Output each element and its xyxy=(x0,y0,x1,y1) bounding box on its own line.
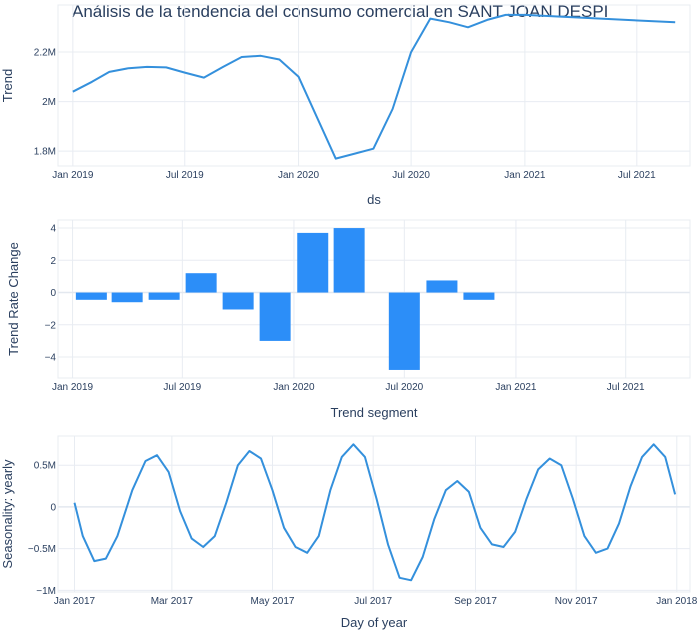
x-tick-label: Jan 2018 xyxy=(656,596,698,607)
x-tick-label: Jan 2021 xyxy=(495,382,537,393)
x-tick-label: Jan 2020 xyxy=(273,382,315,393)
y-axis-title: Seasonality: yearly xyxy=(0,459,15,569)
bar xyxy=(259,292,291,341)
x-tick-label: May 2017 xyxy=(251,596,295,607)
x-tick-label: Jan 2019 xyxy=(52,170,94,181)
bar xyxy=(297,232,329,293)
plot-area xyxy=(57,219,691,379)
x-tick-label: Jul 2019 xyxy=(166,170,204,181)
y-tick-label: 0 xyxy=(50,502,56,513)
y-tick-label: 4 xyxy=(50,224,56,235)
x-tick-label: Jul 2020 xyxy=(385,382,423,393)
x-tick-label: Jul 2019 xyxy=(163,382,201,393)
panel-seasonality_yearly: Jan 2017 Mar 2017 May 2017 Jul 2017 Sep 2017… xyxy=(0,435,698,630)
y-tick-label: 2.2M xyxy=(34,48,56,59)
x-tick-label: Sep 2017 xyxy=(454,596,497,607)
bar xyxy=(75,292,107,300)
plot-area xyxy=(57,4,691,167)
y-tick-label: 0.5M xyxy=(34,461,56,472)
x-axis-title: ds xyxy=(367,192,381,207)
x-tick-label: Jan 2020 xyxy=(278,170,320,181)
y-axis-title: Trend xyxy=(0,69,15,102)
y-tick-label: −1M xyxy=(36,586,56,597)
y-tick-label: 1.8M xyxy=(34,147,56,158)
bar xyxy=(463,292,495,300)
y-tick-label: −4 xyxy=(45,353,57,364)
bar xyxy=(426,280,458,293)
x-tick-label: Jul 2021 xyxy=(607,382,645,393)
bar xyxy=(388,292,420,370)
y-tick-label: 2 xyxy=(50,256,56,267)
bar xyxy=(148,292,180,300)
y-axis-title: Trend Rate Change xyxy=(6,242,21,356)
bar xyxy=(185,273,217,293)
chart-title: Análisis de la tendencia del consumo com… xyxy=(72,2,608,21)
y-tick-label: −0.5M xyxy=(28,544,56,555)
plot-area xyxy=(57,435,691,593)
series-line-trend xyxy=(72,13,676,160)
bar xyxy=(111,292,143,303)
x-axis-title: Trend segment xyxy=(331,405,418,420)
panel-trend: Jan 2019 Jul 2019 Jan 2020 Jul 2020 Jan 2021… xyxy=(0,4,691,207)
bar xyxy=(333,228,365,293)
x-tick-label: Nov 2017 xyxy=(555,596,598,607)
x-tick-label: Jul 2020 xyxy=(392,170,430,181)
bar xyxy=(222,292,254,310)
y-tick-label: −2 xyxy=(45,320,57,331)
x-tick-label: Jan 2019 xyxy=(52,382,94,393)
y-tick-label: 0 xyxy=(50,288,56,299)
x-tick-label: Jul 2021 xyxy=(618,170,656,181)
x-axis-title: Day of year xyxy=(341,615,408,630)
panel-trend_rate_change: Jan 2019 Jul 2019 Jan 2020 Jul 2020 Jan 2021… xyxy=(6,219,691,420)
x-tick-label: Jul 2017 xyxy=(354,596,392,607)
series-line-seasonality_yearly xyxy=(73,443,677,582)
x-tick-label: Jan 2017 xyxy=(54,596,96,607)
x-tick-label: Jan 2021 xyxy=(504,170,546,181)
x-tick-label: Mar 2017 xyxy=(151,596,194,607)
y-tick-label: 2M xyxy=(42,97,56,108)
